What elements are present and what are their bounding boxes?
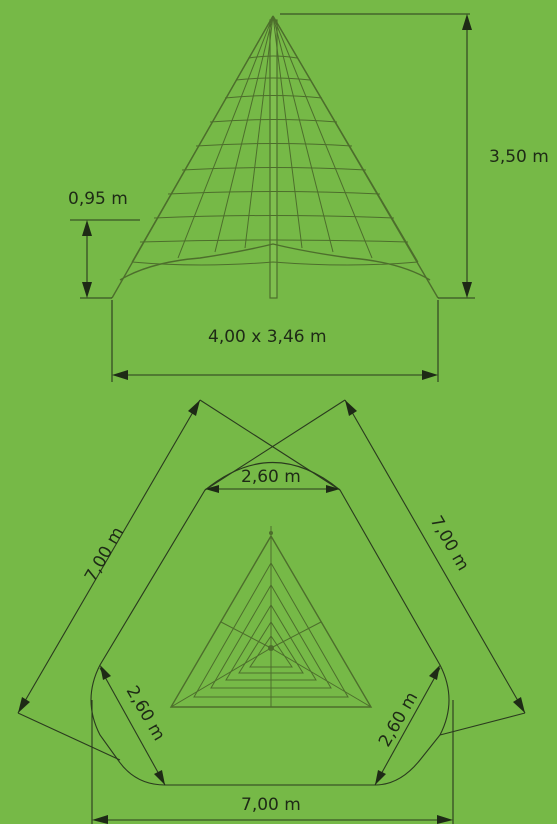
net-horizontal-rings (139, 55, 409, 243)
arrow-bottom-left-icon (92, 815, 108, 824)
arrow-left-bottom-icon (18, 697, 30, 713)
net-plan-view (169, 526, 373, 708)
arrow-bottom-right-icon (437, 815, 453, 824)
arrow-right-top-icon (345, 400, 357, 416)
arrow-down-small-icon (82, 282, 92, 298)
arrow-left-top-icon (188, 400, 200, 416)
right-arc-dimension-line (374, 667, 441, 786)
net-plan-spokes (170, 536, 372, 708)
base-size-label: 4,00 x 3,46 m (208, 327, 327, 347)
arrow-up-icon (462, 14, 472, 30)
right-side-extension-top (204, 399, 346, 491)
net-radial-ropes (131, 15, 419, 263)
top-view: 7,00 m 7,00 m 7,00 m 2,60 m 2,60 m 2,60 … (17, 399, 526, 824)
arrow-up-small-icon (82, 220, 92, 236)
left-side-label: 7,00 m (81, 524, 128, 586)
right-side-label: 7,00 m (426, 513, 473, 575)
arrow-left-icon (112, 370, 128, 380)
left-side-extension-top (199, 399, 341, 491)
left-arc-label: 2,60 m (122, 683, 169, 745)
arrow-arc-top-left-icon (205, 485, 219, 493)
arrow-arc-left-top-icon (100, 665, 111, 680)
left-side-dimension-line (17, 399, 201, 714)
arrow-right-bottom-icon (513, 697, 525, 713)
safety-zone-outline (90, 462, 450, 786)
height-label: 3,50 m (489, 147, 549, 167)
arrow-arc-right-top-icon (429, 665, 440, 680)
net-bottom-ring (131, 261, 419, 266)
left-side-extension-bottom (17, 712, 121, 761)
arrow-arc-left-bottom-icon (154, 770, 165, 785)
top-arc-label: 2,60 m (241, 467, 301, 487)
side-view: 3,50 m 0,95 m 4,00 x 3,46 m (68, 13, 549, 382)
net-bottom-rope (119, 243, 431, 281)
net-center-node (268, 645, 274, 651)
bottom-side-label: 7,00 m (241, 795, 301, 815)
right-side-extension-bottom (439, 712, 526, 736)
right-arc-label: 2,60 m (375, 689, 422, 751)
left-arc-dimension-line (99, 667, 166, 786)
arrow-arc-top-right-icon (326, 485, 340, 493)
central-pole (269, 19, 278, 299)
right-side-dimension-line (344, 399, 526, 714)
arrow-arc-right-bottom-icon (375, 770, 386, 785)
arrow-right-icon (422, 370, 438, 380)
arrow-down-icon (462, 282, 472, 298)
net-height-label: 0,95 m (68, 189, 128, 209)
